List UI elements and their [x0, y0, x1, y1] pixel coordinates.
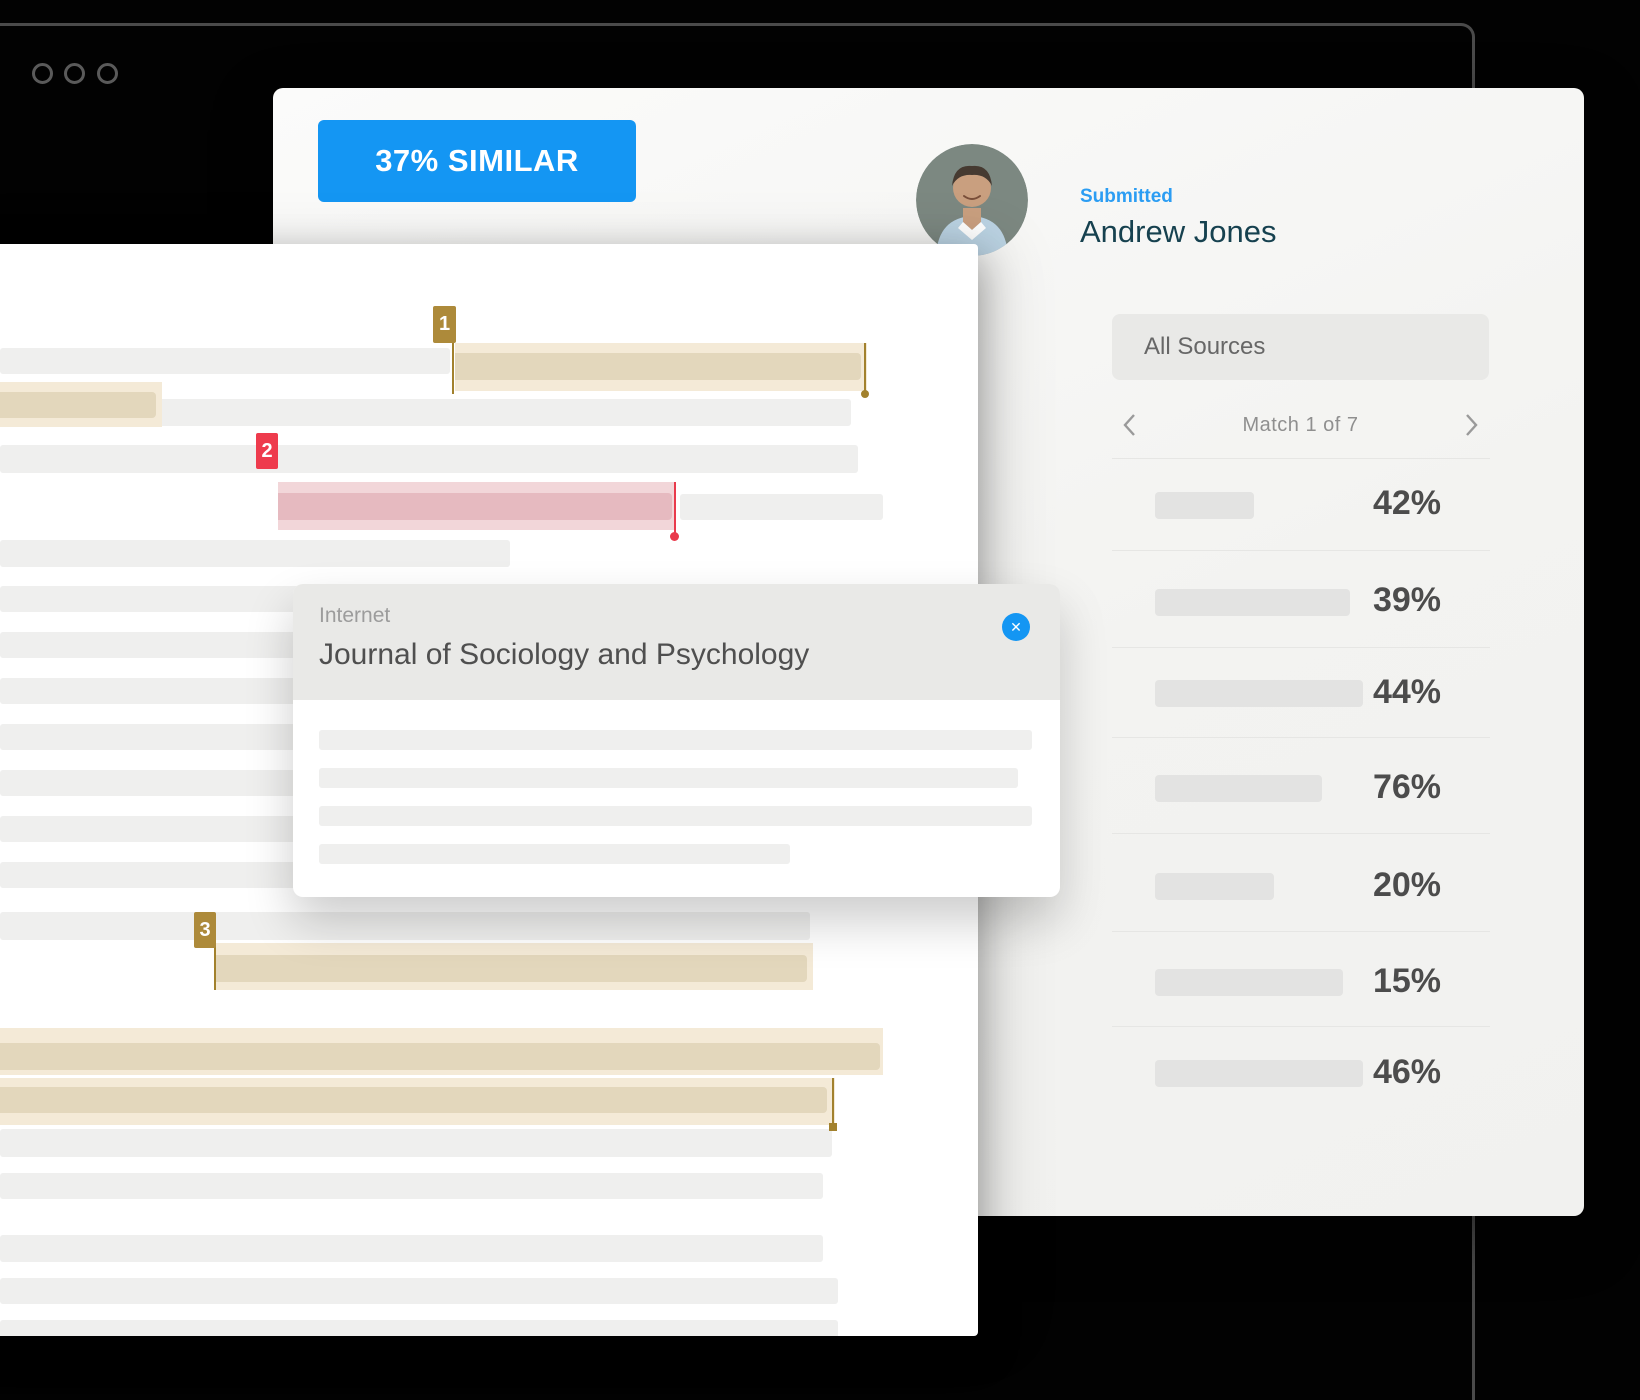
match-3-start-connector — [214, 944, 216, 990]
source-popup-header — [293, 584, 1060, 700]
source-title-placeholder — [1155, 680, 1363, 707]
match-5-end-dot — [829, 1123, 837, 1131]
match-1-end-dot — [861, 390, 869, 398]
match-row[interactable]: 46% — [1112, 1026, 1490, 1217]
highlight-match-4-core — [0, 1043, 880, 1070]
author-name: Andrew Jones — [1080, 214, 1277, 249]
text-line-placeholder — [0, 445, 858, 473]
text-line-placeholder — [0, 540, 510, 567]
similarity-score-label: 37% SIMILAR — [375, 143, 579, 178]
chevron-left-icon — [1123, 414, 1135, 436]
close-icon: ✕ — [1010, 618, 1022, 635]
excerpt-line-placeholder — [319, 844, 790, 864]
match-row[interactable]: 42% — [1112, 458, 1490, 551]
match-percent: 39% — [1372, 581, 1441, 619]
source-popup: Internet Journal of Sociology and Psycho… — [293, 584, 1060, 897]
match-5-end-connector — [832, 1078, 834, 1125]
excerpt-line-placeholder — [319, 730, 1032, 750]
source-title-placeholder — [1155, 589, 1350, 616]
highlight-match-1-continued-core — [0, 392, 156, 418]
match-marker-1[interactable]: 1 — [433, 306, 456, 343]
window-control-dot-2[interactable] — [64, 63, 85, 84]
match-percent: 76% — [1372, 768, 1441, 806]
window-control-dot-3[interactable] — [97, 63, 118, 84]
similarity-score-badge: 37% SIMILAR — [318, 120, 636, 202]
match-2-end-connector — [674, 482, 676, 534]
highlight-match-5-core — [0, 1087, 827, 1113]
source-title-placeholder — [1155, 873, 1274, 900]
window-control-dot-1[interactable] — [32, 63, 53, 84]
source-category-label: Internet — [319, 604, 391, 627]
avatar-illustration — [916, 144, 1028, 256]
text-line-placeholder — [680, 494, 883, 520]
excerpt-line-placeholder — [319, 768, 1018, 788]
source-title-placeholder — [1155, 1060, 1363, 1087]
next-match-button[interactable] — [1453, 407, 1489, 443]
match-percent: 15% — [1372, 962, 1441, 1000]
source-title-placeholder — [1155, 969, 1343, 996]
source-title-placeholder — [1155, 492, 1254, 519]
source-title-placeholder — [1155, 775, 1322, 802]
all-sources-label: All Sources — [1144, 333, 1266, 360]
highlight-match-1-core — [455, 353, 861, 380]
text-line-placeholder — [0, 912, 810, 940]
match-counter-label: Match 1 of 7 — [1242, 413, 1359, 436]
text-line-placeholder — [0, 1235, 823, 1262]
highlight-match-2-core — [278, 493, 672, 520]
text-line-placeholder — [0, 1320, 838, 1336]
previous-match-button[interactable] — [1112, 407, 1148, 443]
source-title: Journal of Sociology and Psychology — [319, 638, 810, 671]
match-row[interactable]: 39% — [1112, 550, 1490, 648]
submitted-label: Submitted — [1080, 186, 1173, 207]
all-sources-dropdown[interactable]: All Sources — [1112, 314, 1489, 380]
match-marker-2[interactable]: 2 — [256, 433, 278, 469]
match-marker-3[interactable]: 3 — [194, 912, 216, 948]
match-row[interactable]: 20% — [1112, 833, 1490, 932]
close-button[interactable]: ✕ — [1002, 613, 1030, 641]
text-line-placeholder — [0, 1173, 823, 1199]
match-1-start-connector — [452, 339, 454, 394]
text-line-placeholder — [0, 1278, 838, 1304]
match-percent: 42% — [1372, 484, 1441, 522]
match-1-end-connector — [864, 343, 866, 391]
avatar — [916, 144, 1028, 256]
text-line-placeholder — [0, 348, 450, 374]
match-2-end-dot — [670, 532, 679, 541]
match-percent: 46% — [1372, 1053, 1441, 1091]
highlight-match-3-core — [216, 955, 807, 982]
excerpt-line-placeholder — [319, 806, 1032, 826]
match-row[interactable]: 44% — [1112, 647, 1490, 738]
match-percent: 44% — [1372, 673, 1441, 711]
match-navigation: Match 1 of 7 — [1112, 402, 1489, 448]
chevron-right-icon — [1466, 414, 1478, 436]
match-row[interactable]: 76% — [1112, 737, 1490, 834]
text-line-placeholder — [0, 1129, 832, 1157]
match-percent: 20% — [1372, 866, 1441, 904]
match-row[interactable]: 15% — [1112, 931, 1490, 1027]
